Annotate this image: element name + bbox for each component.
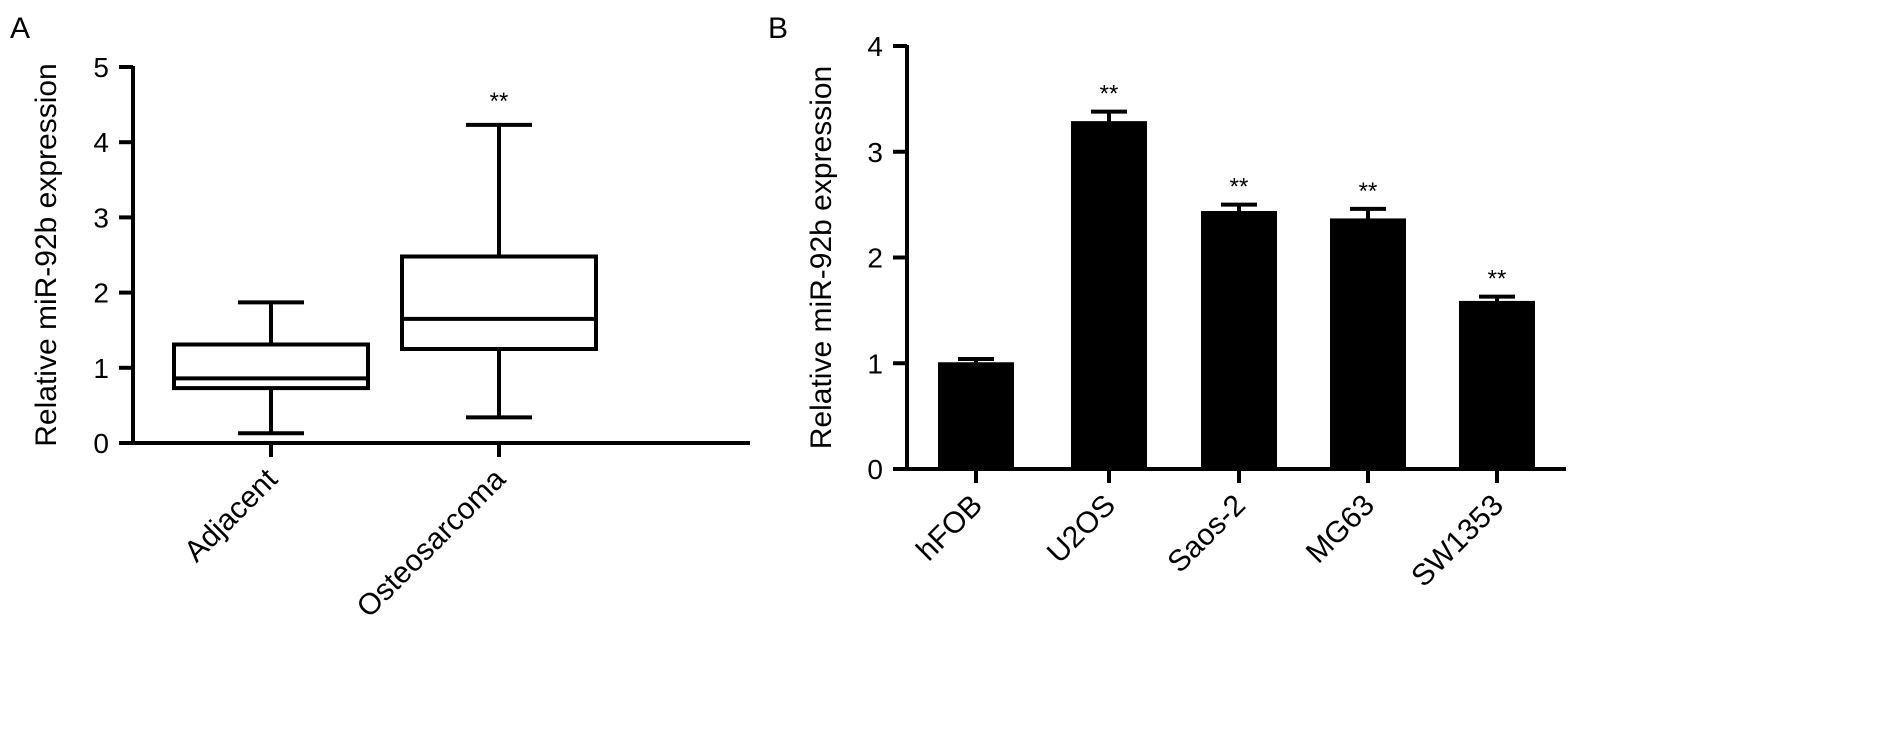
panel-a-label: A [10,12,30,45]
panel-b-bar-group: ** [1071,81,1147,470]
panel-a-x-tick-label: Osteosarcoma [351,462,512,623]
panel-b-bar-chart: B Relative miR-92b expression 0 1 2 3 4 hFOB U… [768,12,1566,593]
panel-a-x-tick-label: Adjacent [178,462,284,568]
panel-b-x-tick-label: MG63 [1300,489,1381,570]
panel-a-iqr-box [172,342,370,391]
panel-b-y-tick-label: 1 [867,348,883,379]
panel-b-significance-label: ** [1359,178,1378,205]
panel-b-bar [1201,211,1277,470]
panel-a-box: ** [400,88,598,420]
panel-b-bar-group: ** [1459,266,1535,471]
panel-a-y-axis-title: Relative miR-92b expression [30,63,63,447]
panel-b-bar [1330,218,1406,470]
panel-a-box [172,300,370,436]
panel-b-bar [938,362,1014,470]
panel-b-bar [1071,121,1147,470]
panel-b-significance-label: ** [1488,266,1507,293]
panel-a-boxes: ** [172,88,598,436]
panel-b-bars: ** ** ** ** [938,81,1535,471]
panel-b-x-tick-label: SW1353 [1405,489,1510,594]
panel-a-y-tick-label: 1 [93,353,109,384]
panel-b-x-tick-label: hFOB [910,489,989,568]
panel-b-significance-label: ** [1230,174,1249,201]
panel-b-y-axis-title: Relative miR-92b expression [805,66,838,450]
panel-a-iqr-box [400,254,598,351]
panel-a-y-tick-label: 2 [93,278,109,309]
panel-b-bar-group [938,357,1014,470]
panel-b-bar-group: ** [1330,178,1406,470]
panel-b-y-tick-label: 4 [867,31,883,62]
panel-a-y-tick-label: 5 [93,52,109,83]
panel-a-y-tick-label: 0 [93,428,109,459]
panel-b-y-tick-label: 2 [867,243,883,274]
panel-b-x-tick-label: U2OS [1041,489,1122,570]
panel-b-bar [1459,300,1535,471]
panel-b-bar-group: ** [1201,174,1277,470]
panel-a-axes: 0 1 2 3 4 5 Adjacent Osteosarcoma [93,52,750,624]
panel-a-box-plot: A Relative miR-92b expression 0 1 2 3 4 5 Adja… [10,12,750,624]
panel-b-y-tick-label: 3 [867,137,883,168]
panel-b-label: B [768,12,788,45]
panel-a-y-tick-label: 3 [93,202,109,233]
panel-b-x-tick-label: Saos-2 [1161,489,1252,580]
panel-b-significance-label: ** [1100,81,1119,108]
panel-b-y-tick-label: 0 [867,454,883,485]
panel-a-y-tick-label: 4 [93,127,109,158]
panel-a-significance-label: ** [490,88,509,115]
